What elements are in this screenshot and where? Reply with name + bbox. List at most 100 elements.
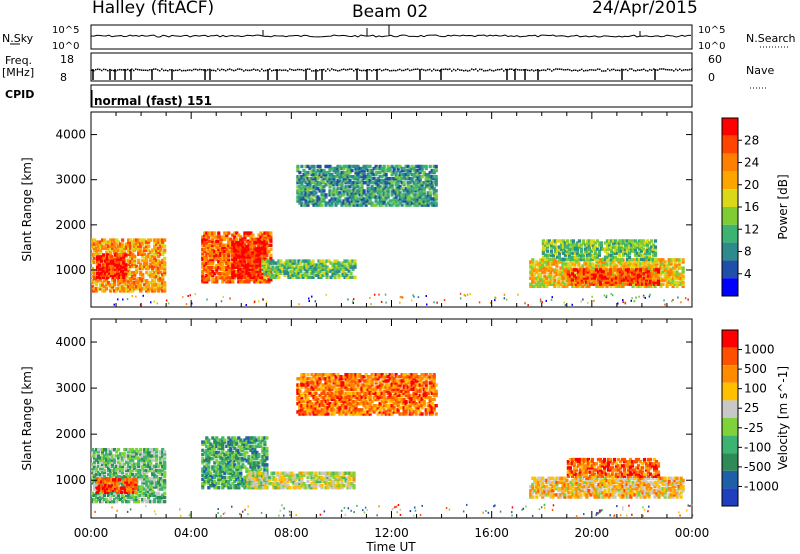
velocity-cell [91,448,95,452]
velocity-cell [125,466,129,471]
power-cell [233,245,237,249]
power-cell [360,185,364,189]
power-cell [587,262,591,266]
power-cell [620,276,625,280]
power-cell [344,164,348,169]
power-cell [253,259,257,263]
velocity-cell [149,468,153,473]
power-cell [627,245,632,249]
power-cell [416,170,420,175]
velocity-cell [139,472,143,477]
power-cell [157,262,161,267]
power-speckle [622,301,624,304]
power-cell [404,195,408,199]
power-cell [362,191,366,195]
power-cell [249,263,253,267]
power-cell [586,276,590,280]
power-cell [416,185,420,189]
power-cell [98,267,102,271]
power-cell [139,270,143,275]
power-cell [382,185,386,189]
power-cell [159,264,163,269]
power-cell [410,191,414,195]
power-cell [424,172,428,177]
power-cell [235,259,239,263]
power-cell [275,261,279,265]
power-cell [311,269,315,273]
power-cell [563,270,567,274]
power-cell [641,270,645,274]
power-cell [637,243,642,247]
power-cell [561,245,565,249]
power-cell [352,195,356,199]
power-cell [91,279,95,283]
power-cell [581,239,585,243]
power-cell [267,267,271,271]
power-cell [597,284,601,288]
power-cell [588,272,592,276]
power-cell [630,274,635,278]
power-cell [673,258,677,262]
power-cell [205,237,209,241]
velocity-cell [103,454,107,458]
velocity-cell [101,448,105,452]
power-cell [386,177,390,181]
power-cell [382,193,386,197]
power-cell [115,246,119,250]
power-cell [247,247,251,251]
power-cell [221,272,225,276]
power-cell [545,284,549,288]
velocity-cell [127,450,131,454]
power-cell [374,170,378,175]
power-cell [153,289,157,293]
power-cell [298,170,302,175]
power-cell [595,257,599,261]
power-cell [677,258,681,262]
power-cell [545,280,549,284]
velocity-cell [106,480,110,484]
power-cell [137,250,141,254]
power-cell [133,277,137,281]
power-cell [330,201,334,205]
power-cell [316,199,320,203]
power-cell [606,280,611,284]
power-cell [350,197,354,201]
power-cell [122,273,126,277]
power-cell [669,282,673,286]
power-speckle [545,299,547,302]
power-cell [356,181,360,185]
power-cell [217,249,221,254]
power-cell [617,241,622,245]
velocity-cell [149,460,153,464]
power-cell [312,203,316,207]
power-cell [370,203,374,207]
power-cell [531,280,535,284]
velocity-cell [131,495,135,500]
power-cell [420,199,424,203]
velocity-cell [207,467,211,471]
power-cell [237,267,241,271]
power-cell [426,181,430,185]
power-cell [291,259,295,263]
power-cell [209,239,213,243]
freq-trace [91,68,693,72]
power-cell [635,251,640,255]
power-cell [634,276,639,280]
power-cell [300,164,304,169]
power-cell [334,201,338,205]
power-cell [579,255,583,259]
power-cell [613,284,617,288]
power-cell [277,269,281,273]
power-cell [306,183,310,187]
power-speckle [635,296,637,299]
power-cell [537,284,541,288]
power-cell [247,251,251,255]
velocity-cell [102,486,106,490]
power-cell [607,243,612,247]
power-cell [416,164,420,169]
power-cell [337,273,341,277]
velocity-cell [137,460,141,464]
power-cell [118,255,122,259]
velocity-cell [119,468,123,473]
velocity-cell [105,497,109,502]
